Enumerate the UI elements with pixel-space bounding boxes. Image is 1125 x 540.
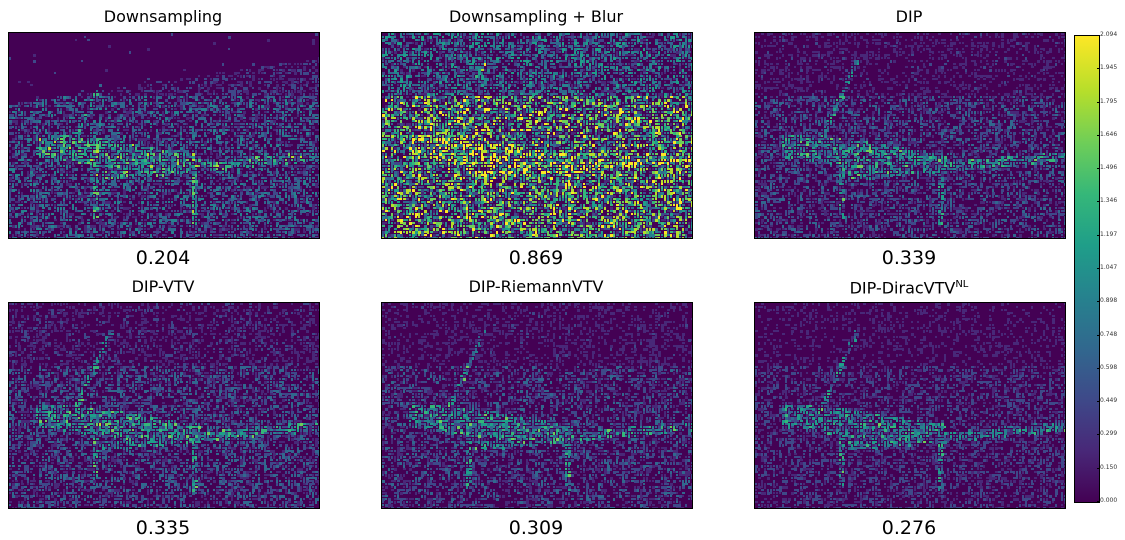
panel-title: Downsampling + Blur — [380, 7, 692, 27]
colorbar — [1074, 35, 1100, 503]
panel-score: 0.335 — [7, 517, 319, 539]
error-map-downsampling — [8, 32, 320, 239]
colorbar-tick-label: 0.449 — [1096, 398, 1117, 404]
panel-score: 0.309 — [380, 517, 692, 539]
colorbar-tick-label: 0.150 — [1096, 464, 1117, 471]
error-map-downsampling-blur — [381, 32, 693, 239]
colorbar-tick-label: 0.000 — [1096, 498, 1117, 504]
colorbar-tick-label: 1.646 — [1096, 131, 1117, 138]
colorbar-tick-label: 1.197 — [1096, 231, 1117, 238]
colorbar-tick-label: 1.945 — [1096, 65, 1117, 71]
panel-title: DIP — [753, 7, 1065, 27]
colorbar-tick-label: 1.047 — [1096, 265, 1117, 271]
colorbar-tick-label: 2.094 — [1096, 32, 1117, 38]
colorbar-tick-label: 0.748 — [1096, 331, 1117, 338]
panel-title: DIP-DiracVTVNL — [753, 272, 1065, 301]
error-map-dip — [754, 32, 1066, 239]
error-map-dip-vtv — [8, 302, 320, 509]
colorbar-tick-label: 1.496 — [1096, 165, 1117, 171]
panel-score: 0.339 — [753, 247, 1065, 269]
panel-title: DIP-VTV — [7, 277, 319, 297]
colorbar-tick-label: 0.299 — [1096, 431, 1117, 437]
panel-score: 0.276 — [753, 517, 1065, 539]
panel-title: Downsampling — [7, 7, 319, 27]
colorbar-tick-label: 1.346 — [1096, 198, 1117, 204]
colorbar-tick-label: 0.598 — [1096, 364, 1117, 371]
error-map-dip-diracvtv-nl — [754, 302, 1066, 509]
colorbar-tick-label: 1.795 — [1096, 98, 1117, 105]
panel-score: 0.204 — [7, 247, 319, 269]
error-map-dip-riemannvtv — [381, 302, 693, 509]
colorbar-tick-label: 0.898 — [1096, 298, 1117, 304]
panel-score: 0.869 — [380, 247, 692, 269]
panel-title: DIP-RiemannVTV — [380, 277, 692, 297]
